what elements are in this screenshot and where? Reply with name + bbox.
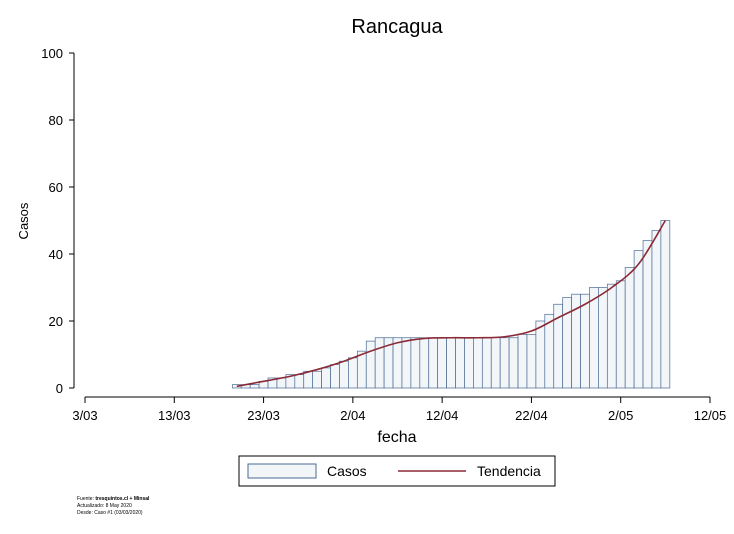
y-tick-label: 20 bbox=[49, 314, 63, 329]
x-tick-label: 3/03 bbox=[72, 408, 97, 423]
x-tick-label: 22/04 bbox=[515, 408, 548, 423]
bar bbox=[312, 370, 322, 389]
bar bbox=[481, 337, 492, 389]
bar bbox=[410, 337, 421, 389]
y-tick-label: 60 bbox=[49, 180, 63, 195]
x-tick-label: 12/05 bbox=[694, 408, 727, 423]
bar bbox=[544, 313, 555, 389]
y-axis-label: Casos bbox=[16, 202, 31, 239]
footer-updated: Actualizado: 8 May 2020 bbox=[77, 503, 132, 509]
x-tick-label: 23/03 bbox=[247, 408, 280, 423]
legend-swatch-casos bbox=[247, 463, 317, 479]
bar bbox=[633, 250, 644, 389]
y-tick-label: 80 bbox=[49, 113, 63, 128]
footer-source: Fuente: tresquintos.cl + Minsal bbox=[77, 496, 150, 502]
bar bbox=[356, 350, 367, 389]
bar bbox=[330, 364, 340, 389]
x-tick-label: 2/05 bbox=[608, 408, 633, 423]
y-ticks: 0 20 40 60 80 100 bbox=[41, 46, 74, 396]
y-tick-label: 100 bbox=[41, 46, 63, 61]
bar bbox=[535, 320, 546, 389]
bar bbox=[624, 267, 635, 389]
footer-since: Desde: Caso #1 (03/03/2020) bbox=[77, 510, 143, 516]
bar bbox=[419, 337, 430, 389]
bar bbox=[303, 370, 314, 389]
bar bbox=[464, 337, 474, 389]
bar bbox=[508, 337, 519, 389]
bar bbox=[490, 337, 501, 389]
bar bbox=[294, 374, 305, 389]
bar bbox=[276, 377, 287, 389]
bar bbox=[606, 283, 617, 389]
bar bbox=[401, 337, 412, 389]
bar bbox=[589, 287, 599, 389]
bar bbox=[473, 337, 483, 389]
bar bbox=[392, 337, 403, 389]
bar bbox=[526, 334, 537, 389]
bar bbox=[499, 337, 510, 389]
y-tick-label: 0 bbox=[56, 381, 63, 396]
legend: Casos Tendencia bbox=[238, 455, 556, 487]
bar bbox=[365, 340, 376, 389]
bar bbox=[428, 337, 439, 389]
x-tick-label: 13/03 bbox=[158, 408, 191, 423]
bar bbox=[615, 280, 626, 389]
bar bbox=[660, 220, 671, 389]
bar bbox=[642, 240, 653, 389]
bar bbox=[651, 230, 662, 389]
x-ticks: 3/03 13/03 23/03 2/04 12/04 22/04 2/05 12/05 bbox=[72, 397, 726, 423]
bar bbox=[455, 337, 465, 389]
chart-title: Rancagua bbox=[351, 16, 443, 38]
x-tick-label: 12/04 bbox=[426, 408, 459, 423]
legend-label-casos: Casos bbox=[327, 463, 367, 479]
bar bbox=[580, 293, 590, 389]
bar bbox=[598, 287, 608, 389]
bar bbox=[249, 384, 260, 389]
x-tick-label: 2/04 bbox=[340, 408, 365, 423]
bar bbox=[374, 337, 385, 389]
bar bbox=[517, 334, 528, 389]
bars bbox=[231, 220, 671, 389]
bar bbox=[339, 360, 349, 389]
x-axis-label: fecha bbox=[377, 429, 416, 446]
bar bbox=[446, 337, 456, 389]
bar bbox=[348, 357, 358, 389]
bar bbox=[321, 367, 331, 389]
trend-line bbox=[236, 220, 667, 388]
bar bbox=[437, 337, 447, 389]
y-tick-label: 40 bbox=[49, 247, 63, 262]
legend-label-tendencia: Tendencia bbox=[477, 463, 541, 479]
